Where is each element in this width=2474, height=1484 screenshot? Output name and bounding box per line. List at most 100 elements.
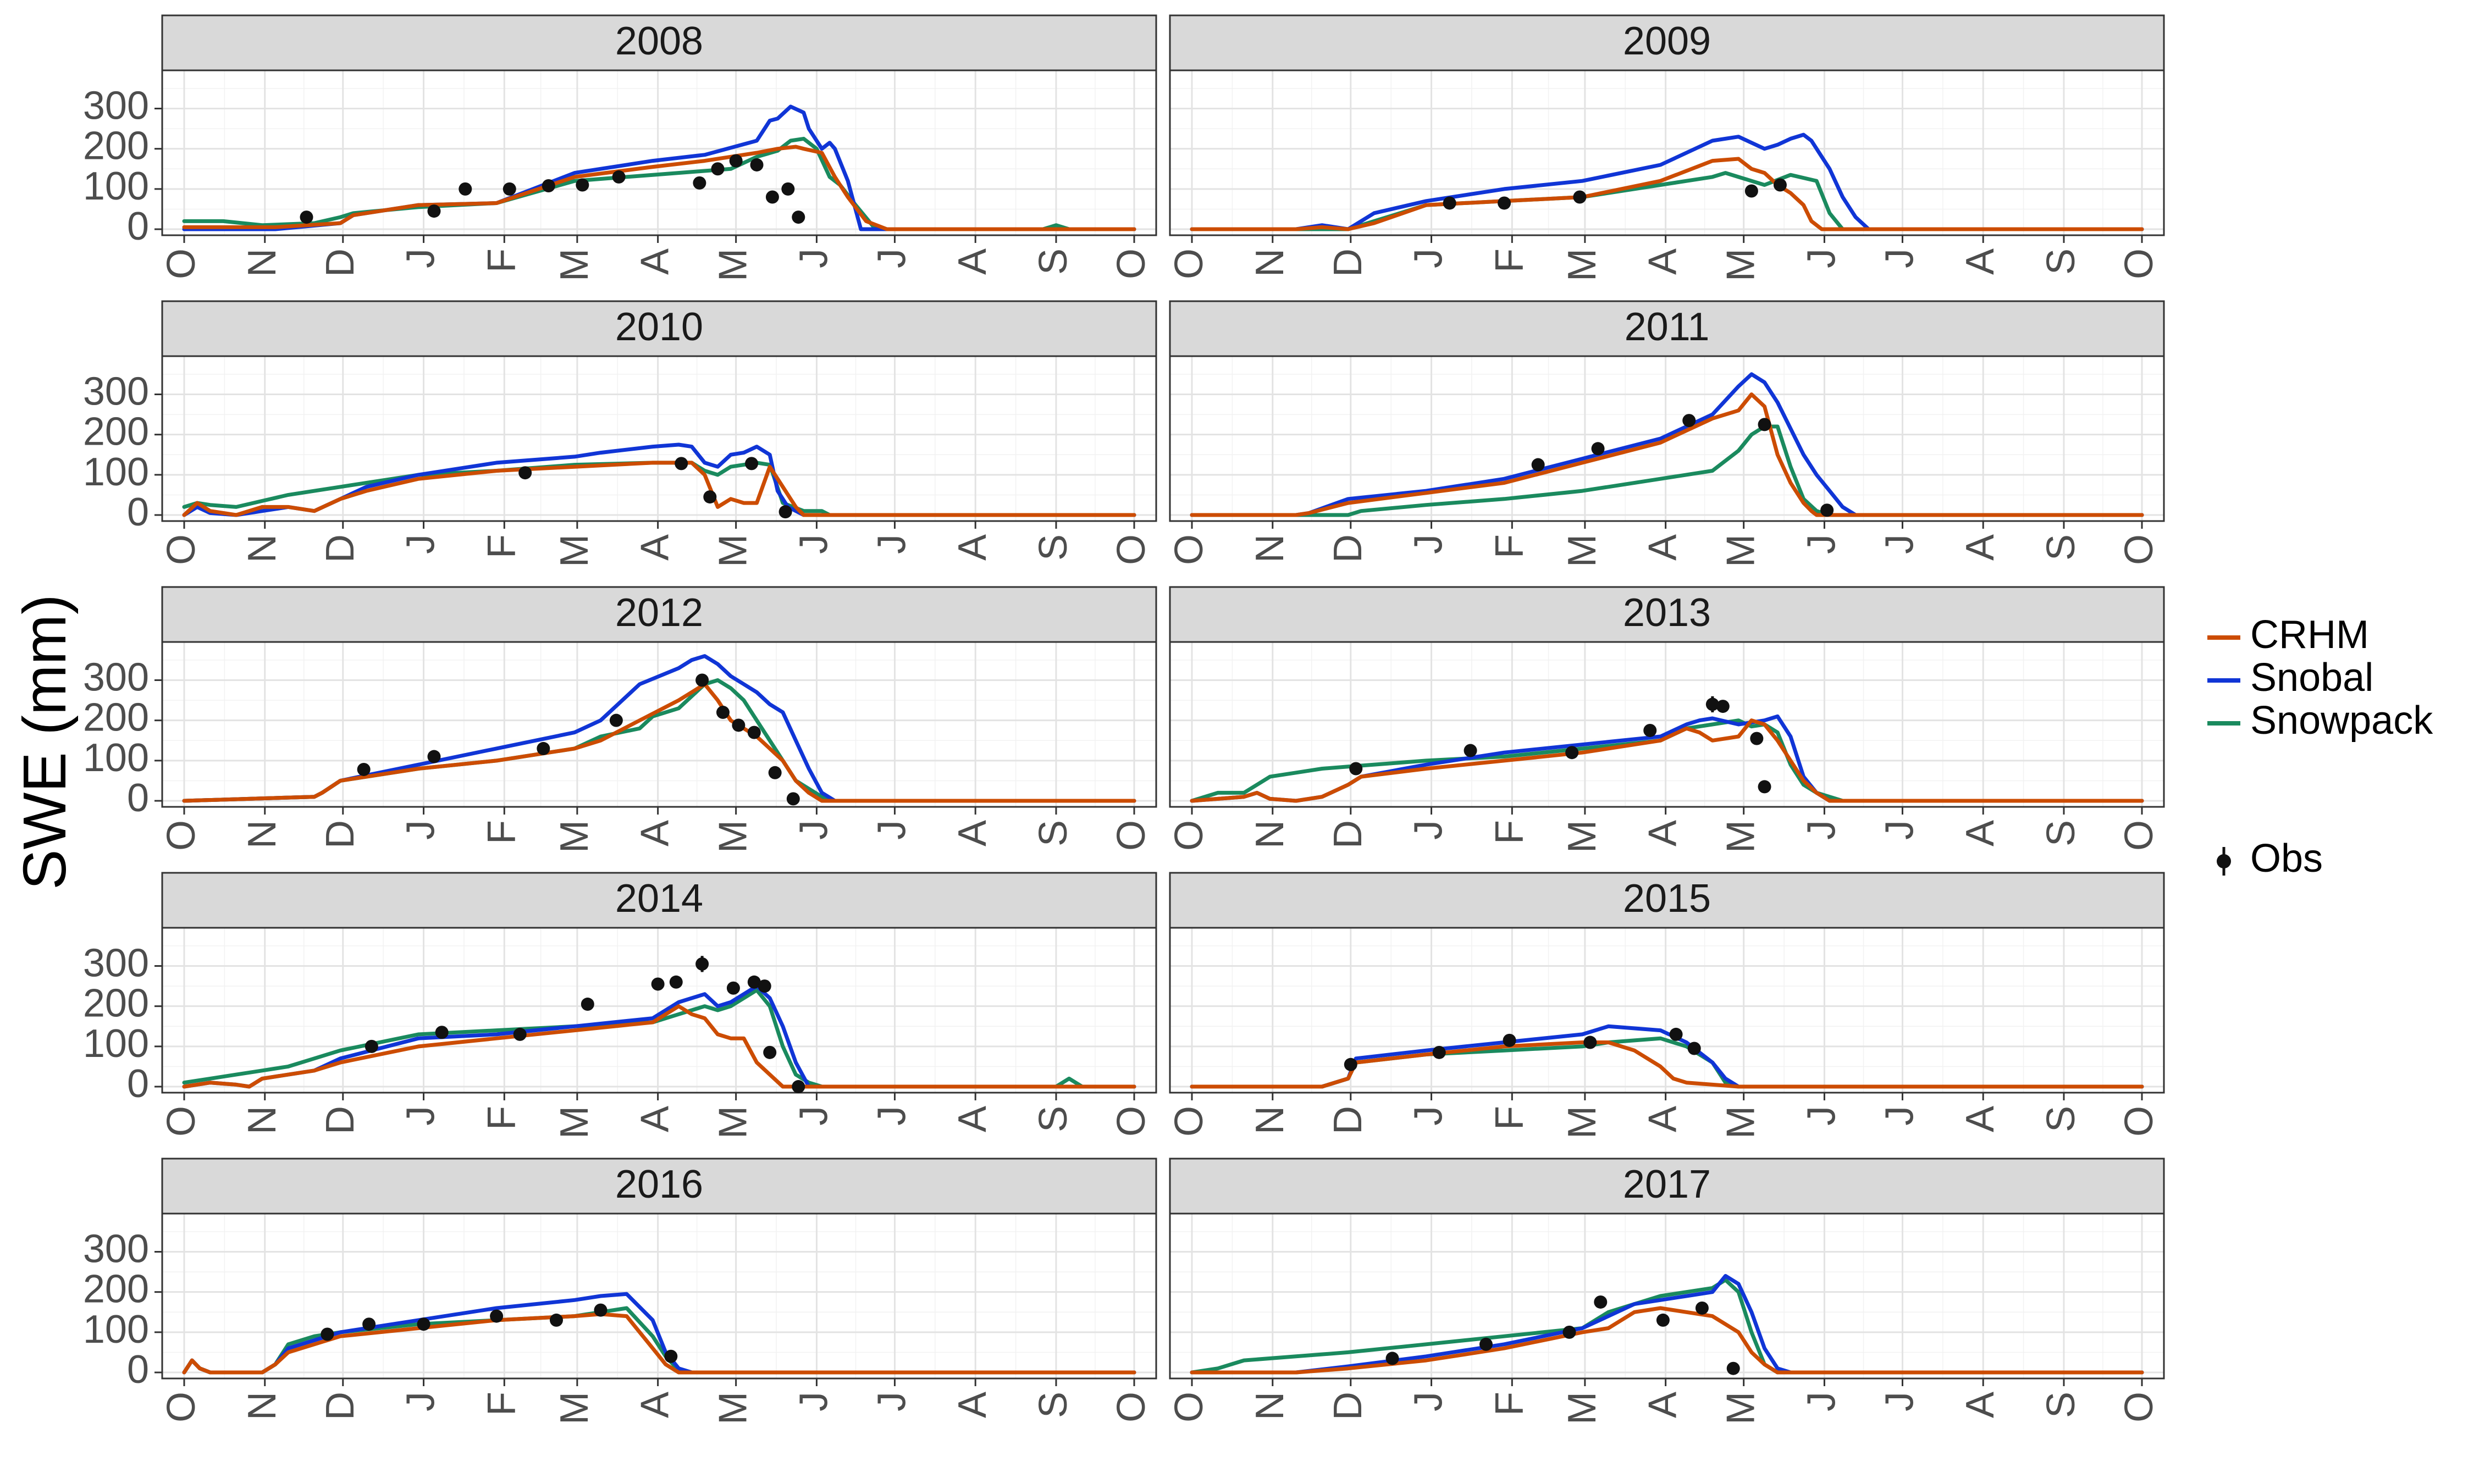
- facet-title: 2017: [1623, 1162, 1711, 1206]
- y-tick-label: 100: [83, 450, 149, 494]
- panel-2013: 2013 O N D J F M A M J J A S O: [1167, 586, 2165, 853]
- y-tick-label: 100: [83, 1308, 149, 1352]
- obs-point: [1349, 762, 1363, 776]
- x-tick-label: M: [553, 1106, 597, 1139]
- x-tick-label: N: [240, 534, 284, 563]
- plot-area: [1169, 927, 2165, 1094]
- x-tick-label: J: [1407, 820, 1451, 840]
- obs-point: [300, 211, 313, 224]
- obs-point: [417, 1317, 430, 1331]
- x-tick-label: D: [1326, 248, 1370, 277]
- x-tick-label: S: [2039, 1106, 2083, 1132]
- obs-point: [1573, 190, 1587, 204]
- facet-title: 2014: [615, 877, 703, 921]
- obs-point: [502, 182, 516, 196]
- obs-point: [1531, 458, 1545, 472]
- obs-point: [792, 1080, 805, 1094]
- y-tick-label: 100: [83, 736, 149, 780]
- obs-point: [792, 211, 805, 224]
- x-tick-label: J: [870, 1106, 914, 1126]
- x-tick-label: M: [553, 248, 597, 281]
- obs-point: [1344, 1057, 1357, 1071]
- obs-point: [778, 505, 792, 519]
- legend-label-obs: Obs: [2250, 837, 2323, 881]
- series-line-snobal: [1190, 132, 2144, 231]
- series-line-crhm: [182, 145, 1136, 231]
- x-tick-label: A: [951, 1106, 995, 1132]
- facet-strip: [161, 14, 1157, 71]
- x-tick-label: N: [1248, 1106, 1292, 1134]
- x-tick-label: A: [633, 820, 677, 846]
- obs-point: [675, 457, 688, 470]
- plot-border: [1169, 355, 2165, 522]
- x-tick-label: O: [2117, 534, 2161, 565]
- x-tick-label: M: [711, 248, 755, 281]
- x-tick-label: J: [792, 820, 836, 840]
- x-tick-label: D: [318, 1392, 362, 1420]
- obs-point: [716, 706, 730, 719]
- obs-point: [750, 158, 764, 171]
- x-tick-label: M: [1560, 1392, 1604, 1425]
- series-line-crhm: [1190, 1306, 2144, 1375]
- x-tick-label: N: [1248, 248, 1292, 277]
- x-tick-label: A: [1641, 534, 1685, 561]
- x-tick-label: F: [1487, 248, 1531, 273]
- legend-item-obs: Obs: [2217, 837, 2323, 881]
- x-tick-label: J: [399, 1392, 443, 1411]
- series-line-snobal: [182, 654, 1136, 803]
- x-tick-label: O: [1109, 534, 1153, 565]
- x-tick-label: A: [1958, 1392, 2002, 1418]
- x-tick-label: F: [479, 1392, 523, 1416]
- x-tick-label: M: [1560, 820, 1604, 853]
- facet-strip: [1169, 872, 2165, 929]
- obs-point: [1669, 1027, 1683, 1041]
- obs-point: [1565, 746, 1579, 760]
- facet-strip: [1169, 14, 2165, 71]
- x-tick-label: J: [1407, 1106, 1451, 1126]
- x-tick-label: J: [399, 1106, 443, 1126]
- series-line-crhm: [182, 461, 1136, 517]
- x-tick-label: F: [1487, 534, 1531, 558]
- x-tick-label: J: [1877, 820, 1921, 840]
- x-tick-label: J: [399, 534, 443, 554]
- x-tick-label: N: [1248, 1392, 1292, 1420]
- facet-strip: [161, 300, 1157, 357]
- obs-point: [612, 170, 626, 184]
- obs-point: [763, 1045, 777, 1059]
- obs-point: [1562, 1325, 1576, 1339]
- x-tick-label: J: [399, 248, 443, 268]
- obs-point: [1443, 196, 1456, 210]
- x-tick-label: F: [479, 820, 523, 844]
- facet-title: 2015: [1623, 877, 1711, 921]
- x-tick-label: O: [2117, 820, 2161, 851]
- facet-strip: [1169, 300, 2165, 357]
- x-tick-label: J: [870, 820, 914, 840]
- x-tick-label: O: [1109, 1106, 1153, 1137]
- x-tick-label: A: [633, 1106, 677, 1132]
- y-tick-label: 0: [127, 776, 149, 820]
- x-tick-label: A: [951, 820, 995, 846]
- x-tick-label: J: [792, 248, 836, 268]
- y-tick-label: 300: [83, 84, 149, 128]
- obs-point: [576, 178, 589, 192]
- x-tick-label: A: [1958, 820, 2002, 846]
- x-tick-label: M: [1719, 820, 1763, 853]
- x-tick-label: M: [1560, 1106, 1604, 1139]
- x-tick-label: M: [1560, 534, 1604, 567]
- obs-point: [537, 741, 550, 755]
- y-tick-label: 200: [83, 696, 149, 740]
- y-axis-title: SWE (mm): [11, 594, 79, 890]
- y-tick-label: 200: [83, 124, 149, 168]
- x-tick-label: D: [1326, 1106, 1370, 1134]
- obs-point: [1716, 700, 1730, 713]
- x-tick-label: F: [479, 248, 523, 273]
- legend-label-snowpack: Snowpack: [2250, 699, 2433, 743]
- obs-point: [732, 718, 745, 732]
- obs-point: [745, 457, 759, 470]
- obs-point: [1479, 1337, 1493, 1351]
- obs-point: [726, 981, 740, 995]
- plot-area: [161, 641, 1157, 808]
- plot-border: [161, 927, 1157, 1094]
